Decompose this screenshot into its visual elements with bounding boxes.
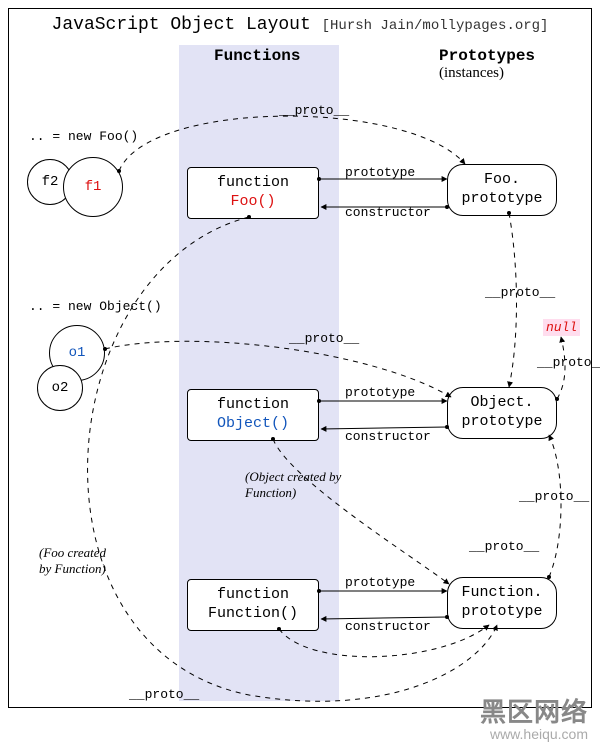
- col-header-functions: Functions: [214, 47, 300, 65]
- label-new-object: .. = new Object(): [29, 299, 162, 314]
- lbl-proto-7: __proto__: [129, 687, 199, 702]
- watermark-url: www.heiqu.com: [480, 727, 588, 742]
- box-object-prototype: Object.prototype: [447, 387, 557, 439]
- null-label: null: [543, 319, 580, 336]
- title-main: JavaScript Object Layout: [52, 15, 311, 35]
- lbl-proto-3: __proto__: [289, 331, 359, 346]
- circle-o2: o2: [37, 365, 83, 411]
- kw-obj: function: [217, 396, 289, 413]
- box-function-function: function Function(): [187, 579, 319, 631]
- watermark: 黑区网络 www.heiqu.com: [480, 698, 588, 742]
- lbl-prototype-3: prototype: [345, 575, 415, 590]
- lbl-constructor-2: constructor: [345, 429, 431, 444]
- diagram-frame: JavaScript Object Layout [Hursh Jain/mol…: [8, 8, 592, 708]
- foo-proto-text: Foo.prototype: [461, 171, 542, 207]
- lbl-proto-4: __proto__: [537, 355, 600, 370]
- note-obj-created: (Object created byFunction): [245, 469, 395, 501]
- note-foo-created: (Foo createdby Function): [39, 545, 149, 577]
- label-new-foo: .. = new Foo(): [29, 129, 138, 144]
- lbl-proto-2: __proto__: [485, 285, 555, 300]
- lbl-prototype-1: prototype: [345, 165, 415, 180]
- f1-text: f1: [85, 179, 102, 195]
- title-sub: [Hursh Jain/mollypages.org]: [322, 18, 549, 34]
- lbl-proto-1: __proto__: [279, 103, 349, 118]
- watermark-cn: 黑区网络: [480, 698, 588, 727]
- name-obj: Object(): [217, 415, 289, 432]
- circle-f1: f1: [63, 157, 123, 217]
- lbl-constructor-3: constructor: [345, 619, 431, 634]
- lbl-constructor-1: constructor: [345, 205, 431, 220]
- box-function-prototype: Function.prototype: [447, 577, 557, 629]
- box-foo-prototype: Foo.prototype: [447, 164, 557, 216]
- kw-fun: function: [217, 586, 289, 603]
- name-foo: Foo(): [230, 193, 275, 210]
- o1-text: o1: [69, 345, 86, 361]
- diagram-title: JavaScript Object Layout [Hursh Jain/mol…: [9, 15, 591, 35]
- col-header-prototypes: Prototypes: [439, 47, 535, 65]
- fun-proto-text: Function.prototype: [461, 584, 542, 620]
- obj-proto-text: Object.prototype: [461, 394, 542, 430]
- lbl-prototype-2: prototype: [345, 385, 415, 400]
- col-sub-instances: (instances): [439, 65, 504, 82]
- lbl-proto-6: __proto__: [469, 539, 539, 554]
- name-fun: Function(): [208, 605, 298, 622]
- box-function-object: function Object(): [187, 389, 319, 441]
- kw-foo: function: [217, 174, 289, 191]
- lbl-proto-5: __proto__: [519, 489, 589, 504]
- box-function-foo: function Foo(): [187, 167, 319, 219]
